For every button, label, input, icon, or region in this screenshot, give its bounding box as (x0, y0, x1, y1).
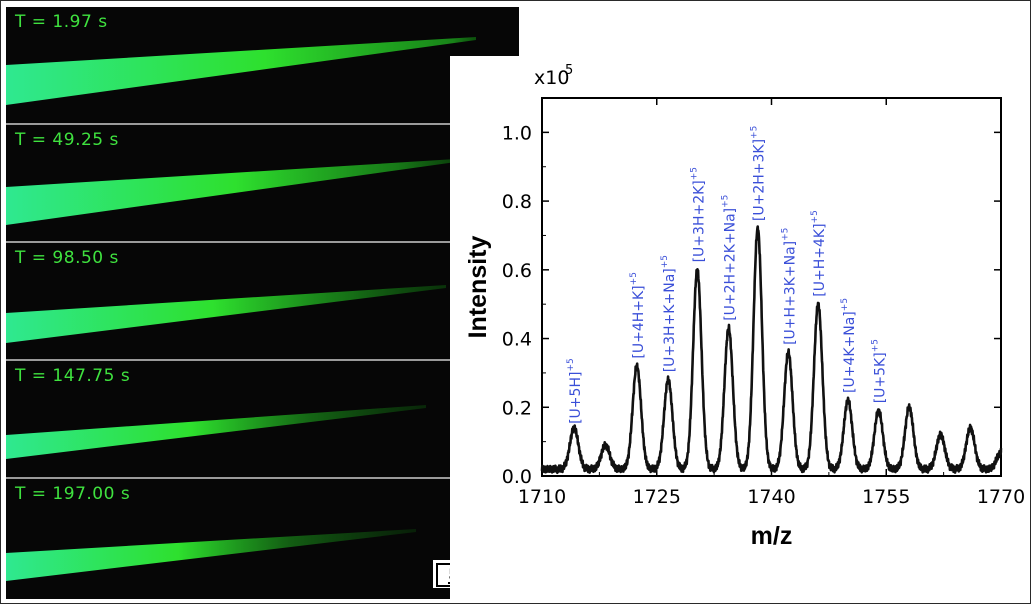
x-tick-label: 1710 (518, 486, 566, 508)
spectrum-peak (727, 327, 730, 330)
spectrum-peak (635, 364, 639, 368)
y-tick-label: 1.0 (502, 122, 532, 144)
x-tick-label: 1740 (747, 486, 795, 508)
peak-annotation-charge: +5 (721, 195, 731, 208)
panel-divider (6, 359, 519, 361)
cone-image-4 (6, 405, 426, 459)
spectrum-peak (816, 302, 820, 306)
spectrum-peak (667, 378, 670, 381)
fluorescent-cone-1 (6, 37, 476, 105)
peak-annotation-charge: +5 (566, 358, 576, 371)
spectrum-peak (846, 399, 850, 402)
spectrum-peak (604, 443, 607, 447)
time-label-3: T = 98.50 s (15, 248, 119, 268)
cone-image-2 (6, 159, 456, 225)
peak-annotation: [U+5K]+5 (871, 339, 889, 403)
peak-annotation: [U+3H+K+Na]+5 (660, 255, 678, 372)
fluorescence-panel-3: T = 98.50 s (6, 243, 519, 358)
mass-spectrum-svg: 1710 1725 1740 1755 1770 0.0 0.2 0.4 0.6 0.8 1.0 x1… (464, 63, 1025, 550)
y-tick-label: 0.4 (502, 329, 532, 351)
spectrum-peak (999, 450, 1003, 454)
time-label-2: T = 49.25 s (15, 130, 119, 150)
plot-frame (541, 97, 1002, 477)
peak-annotation-charge: +5 (750, 126, 760, 139)
peak-annotation-charge: +5 (840, 298, 850, 311)
peak-annotation: [U+2H+2K+Na]+5 (721, 195, 739, 321)
peak-annotation: [U+4K+Na]+5 (840, 298, 858, 393)
cone-image-5 (6, 529, 416, 581)
time-label-1: T = 1.97 s (15, 12, 108, 32)
time-label-5: T = 197.00 s (15, 484, 131, 504)
panel-divider (6, 123, 519, 125)
y-multiplier-exponent: 5 (565, 63, 573, 78)
peak-annotation-charge: +5 (810, 210, 820, 223)
spectrum-peak (696, 268, 699, 272)
fluorescent-cone-2 (6, 159, 456, 225)
peak-annotation: [U+3H+2K]+5 (689, 167, 707, 262)
y-tick-label: 0.0 (502, 466, 532, 488)
fluorescence-panel-1: T = 1.97 s (6, 7, 519, 122)
y-multiplier: x10 (534, 67, 569, 89)
fluorescence-panel-2: T = 49.25 s (6, 125, 519, 240)
fluorescent-cone-3 (6, 285, 446, 343)
panel-divider (6, 477, 519, 479)
peak-annotation: [U+H+4K]+5 (810, 210, 828, 297)
time-label-4: T = 147.75 s (15, 366, 131, 386)
peak-annotation-charge: +5 (660, 255, 670, 268)
spectrum-peak (572, 426, 576, 430)
peak-annotation-charge: +5 (780, 228, 790, 241)
cone-image-1 (6, 37, 476, 105)
fluorescence-panel-4: T = 147.75 s (6, 361, 519, 476)
spectrum-trace (540, 225, 1003, 475)
x-tick-label: 1770 (977, 486, 1025, 508)
peak-annotation-charge: +5 (871, 339, 881, 352)
peak-annotation-charge: +5 (689, 167, 699, 180)
peak-annotation: [U+2H+3K]+5 (750, 126, 768, 221)
x-tick-label: 1725 (633, 486, 681, 508)
spectrum-peak (756, 227, 759, 230)
panel-divider (6, 241, 519, 243)
mass-spectrum-chart: 1710 1725 1740 1755 1770 0.0 0.2 0.4 0.6 0.8 1.0 x1… (450, 56, 1030, 601)
spectrum-peak (787, 351, 790, 354)
x-axis-label: m/z (751, 522, 793, 550)
peak-annotation: [U+5H]+5 (566, 358, 584, 424)
x-tick-label: 1755 (862, 486, 910, 508)
peak-annotation-charge: +5 (629, 272, 639, 285)
y-tick-label: 0.2 (502, 397, 532, 419)
spectrum-peak (969, 426, 972, 430)
spectrum-peak (939, 433, 942, 436)
y-tick-label: 0.6 (502, 260, 532, 282)
y-tick-label: 0.8 (502, 191, 532, 213)
cone-image-3 (6, 285, 446, 343)
peak-annotation: [U+H+3K+Na]+5 (780, 228, 798, 345)
fluorescence-image-stack: T = 1.97 s T = 49.25 s T = 98.50 s T = 1… (6, 7, 519, 599)
peak-annotation: [U+4H+K]+5 (629, 272, 647, 359)
fluorescence-panel-5: T = 197.00 s (6, 479, 519, 599)
spectrum-peak (877, 409, 880, 412)
spectrum-peak (908, 406, 911, 409)
y-axis-label: Intensity (464, 236, 492, 339)
fluorescent-cone-4 (6, 405, 426, 459)
fluorescent-cone-5 (6, 529, 416, 581)
